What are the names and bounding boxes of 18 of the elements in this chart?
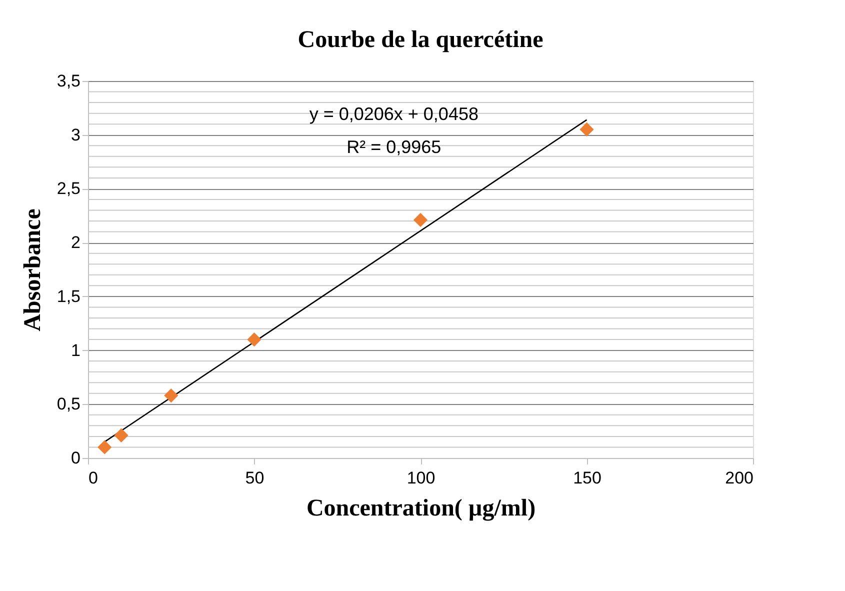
x-tick-label: 150 bbox=[573, 468, 602, 488]
annotation: y = 0,0206x + 0,0458 bbox=[309, 104, 478, 124]
x-tick-label: 100 bbox=[406, 468, 436, 488]
y-tick-label: 0,5 bbox=[56, 394, 80, 414]
y-tick-label: 3 bbox=[71, 125, 80, 144]
y-tick-label: 2 bbox=[71, 233, 80, 252]
x-tick-label: 200 bbox=[725, 468, 754, 488]
x-tick-label: 0 bbox=[88, 468, 98, 488]
y-tick-label: 2,5 bbox=[56, 179, 80, 198]
x-axis-title: Concentration( µg/ml) bbox=[306, 496, 536, 522]
y-tick-label: 1 bbox=[71, 340, 80, 360]
y-tick-label: 1,5 bbox=[56, 286, 80, 306]
y-tick-label: 0 bbox=[71, 448, 80, 468]
x-tick-label: 50 bbox=[245, 468, 264, 488]
y-tick-label: 3,5 bbox=[56, 72, 80, 90]
annotation: R² = 0,9965 bbox=[346, 137, 442, 157]
y-axis-title: Absorbance bbox=[20, 208, 46, 332]
chart-title: Courbe de la quercétine bbox=[298, 27, 544, 53]
